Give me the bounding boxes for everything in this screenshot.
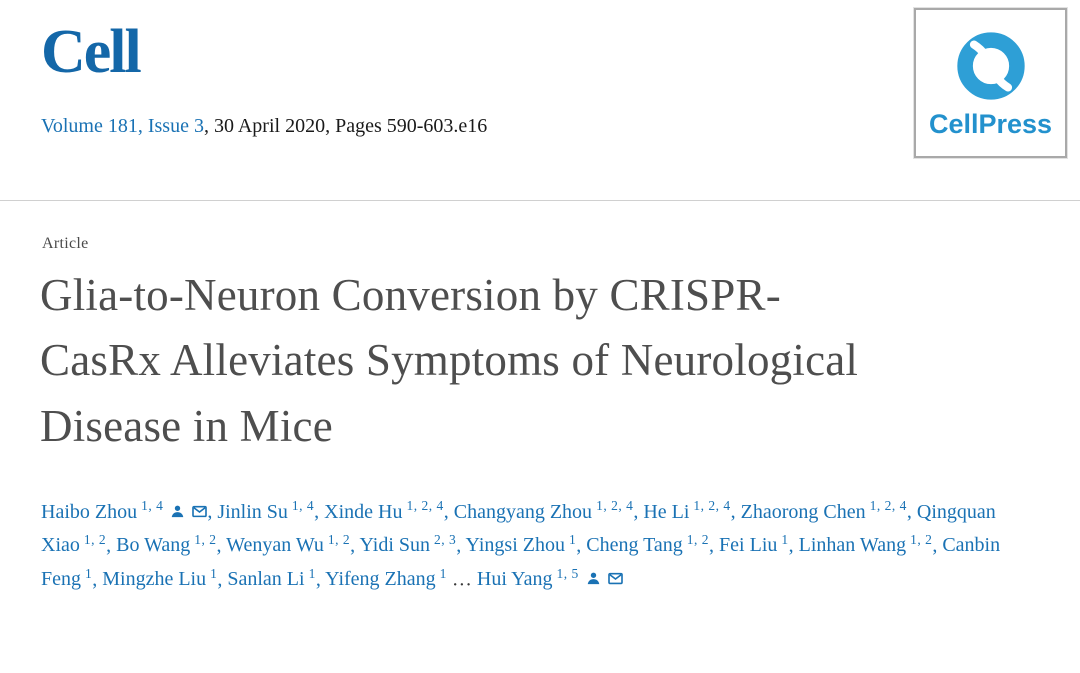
author-link[interactable]: Fei Liu 1 [719,531,789,557]
author-separator: , [576,534,587,557]
author-link[interactable]: Bo Wang 1, 2 [116,531,217,557]
author-affiliations: 1, 2, 4 [693,497,731,513]
author-link[interactable]: Wenyan Wu 1, 2 [226,531,351,557]
author-name: Changyang Zhou [453,500,593,523]
author-name: Haibo Zhou [41,500,138,523]
author-link[interactable]: Changyang Zhou 1, 2, 4 [453,497,634,523]
author-separator: , [207,500,218,523]
author-link[interactable]: Cheng Tang 1, 2 [586,531,710,557]
author-separator: , [350,534,360,557]
author-link[interactable]: Yidi Sun 2, 3 [359,531,457,557]
author-separator: , [633,500,644,523]
author-affiliations: 1 [85,565,93,581]
envelope-icon [192,496,208,529]
cell-journal-logo[interactable]: Cell [41,18,142,86]
author-link[interactable]: Yifeng Zhang 1 [325,565,447,591]
author-name: Yifeng Zhang [325,568,436,591]
author-link[interactable]: He Li 1, 2, 4 [643,497,731,523]
author-name: Linhan Wang [798,534,907,557]
journal-info: Cell Volume 181, Issue 3, 30 April 2020,… [0,0,1080,138]
author-name: Cheng Tang [586,534,683,557]
author-affiliations: 1, 2 [910,531,933,547]
author-link[interactable]: Jinlin Su 1, 4 [217,497,315,523]
author-link[interactable]: Linhan Wang 1, 2 [798,531,933,557]
author-affiliations: 2, 3 [434,531,457,547]
author-separator: , [906,500,917,523]
show-more-authors-ellipsis[interactable]: … [446,568,477,591]
author-name: Xinde Hu [324,500,403,523]
author-name: Canbin Feng [41,534,1001,591]
person-icon [586,563,601,596]
author-affiliations: 1 [439,565,447,581]
author-link[interactable]: Qingquan Xiao 1, 2 [41,501,996,557]
author-link[interactable]: Xinde Hu 1, 2, 4 [324,497,444,523]
author-name: Mingzhe Liu [102,568,207,591]
volume-issue-link[interactable]: Volume 181, Issue 3 [41,115,204,138]
author-separator: , [92,568,103,591]
author-link[interactable]: Yingsi Zhou 1 [465,531,577,557]
article-title: Glia-to-Neuron Conversion by CRISPR- Cas… [40,263,1040,459]
title-line-2: CasRx Alleviates Symptoms of Neurologica… [40,335,859,386]
author-affiliations: 1, 2, 4 [406,497,444,513]
author-name: Wenyan Wu [226,534,324,557]
author-name: Yingsi Zhou [465,534,565,557]
article-header: Article Glia-to-Neuron Conversion by CRI… [0,235,1080,596]
author-separator: , [315,568,326,591]
cellpress-icon [956,31,1025,100]
author-affiliations: 1, 2 [83,531,107,547]
article-type-label: Article [42,235,89,253]
author-affiliations: 1 [210,565,218,581]
author-affiliations: 1, 4 [141,497,164,513]
author-separator: , [443,500,454,523]
author-separator: , [788,534,799,557]
cellpress-wordmark: CellPress [928,108,1053,139]
cellpress-logo[interactable]: CellPress [914,8,1067,158]
author-affiliations: 1 [781,531,789,547]
author-separator: , [216,534,227,557]
author-affiliations: 1, 2 [194,531,217,547]
author-affiliations: 1, 4 [291,497,315,513]
person-icon [170,496,185,529]
author-affiliations: 1, 2, 4 [869,497,907,513]
title-line-1: Glia-to-Neuron Conversion by CRISPR- [40,270,781,321]
journal-header: Cell Volume 181, Issue 3, 30 April 2020,… [0,0,1080,158]
author-separator: , [932,534,943,557]
title-line-3: Disease in Mice [40,400,333,451]
author-affiliations: 1, 2, 4 [596,497,634,513]
header-divider [0,200,1080,202]
author-list: Haibo Zhou 1, 4, Jinlin Su 1, 4, Xinde Hu 1… [41,495,1040,597]
author-name: Jinlin Su [217,500,288,523]
author-link[interactable]: Mingzhe Liu 1 [102,565,218,591]
author-affiliations: 1 [568,531,577,547]
volume-issue-line: Volume 181, Issue 3, 30 April 2020, Page… [41,115,1080,138]
envelope-icon [607,563,623,596]
author-link[interactable]: Sanlan Li 1 [227,565,316,591]
author-link[interactable]: Haibo Zhou 1, 4 [41,497,208,523]
author-affiliations: 1, 2 [327,531,351,547]
author-affiliations: 1, 2 [686,531,710,547]
author-link[interactable]: Zhaorong Chen 1, 2, 4 [740,497,907,523]
author-separator: , [456,534,466,557]
author-link[interactable]: Canbin Feng 1 [41,534,1000,590]
author-separator: , [217,568,228,591]
author-name: He Li [643,500,690,523]
author-name: Sanlan Li [227,568,305,591]
author-name: Bo Wang [116,534,191,557]
author-affiliations: 1, 5 [556,565,579,581]
author-separator: , [709,534,720,557]
date-pages-text: , 30 April 2020, Pages 590-603.e16 [203,115,488,138]
author-affiliations: 1 [308,565,316,581]
author-name: Qingquan Xiao [41,500,996,557]
author-name: Fei Liu [719,534,778,557]
author-name: Hui Yang [476,568,553,591]
author-separator: , [314,500,325,523]
author-name: Yidi Sun [359,534,431,557]
author-link[interactable]: Hui Yang 1, 5 [476,565,623,591]
author-separator: , [730,500,741,523]
author-separator: , [106,534,117,557]
author-name: Zhaorong Chen [740,500,866,523]
